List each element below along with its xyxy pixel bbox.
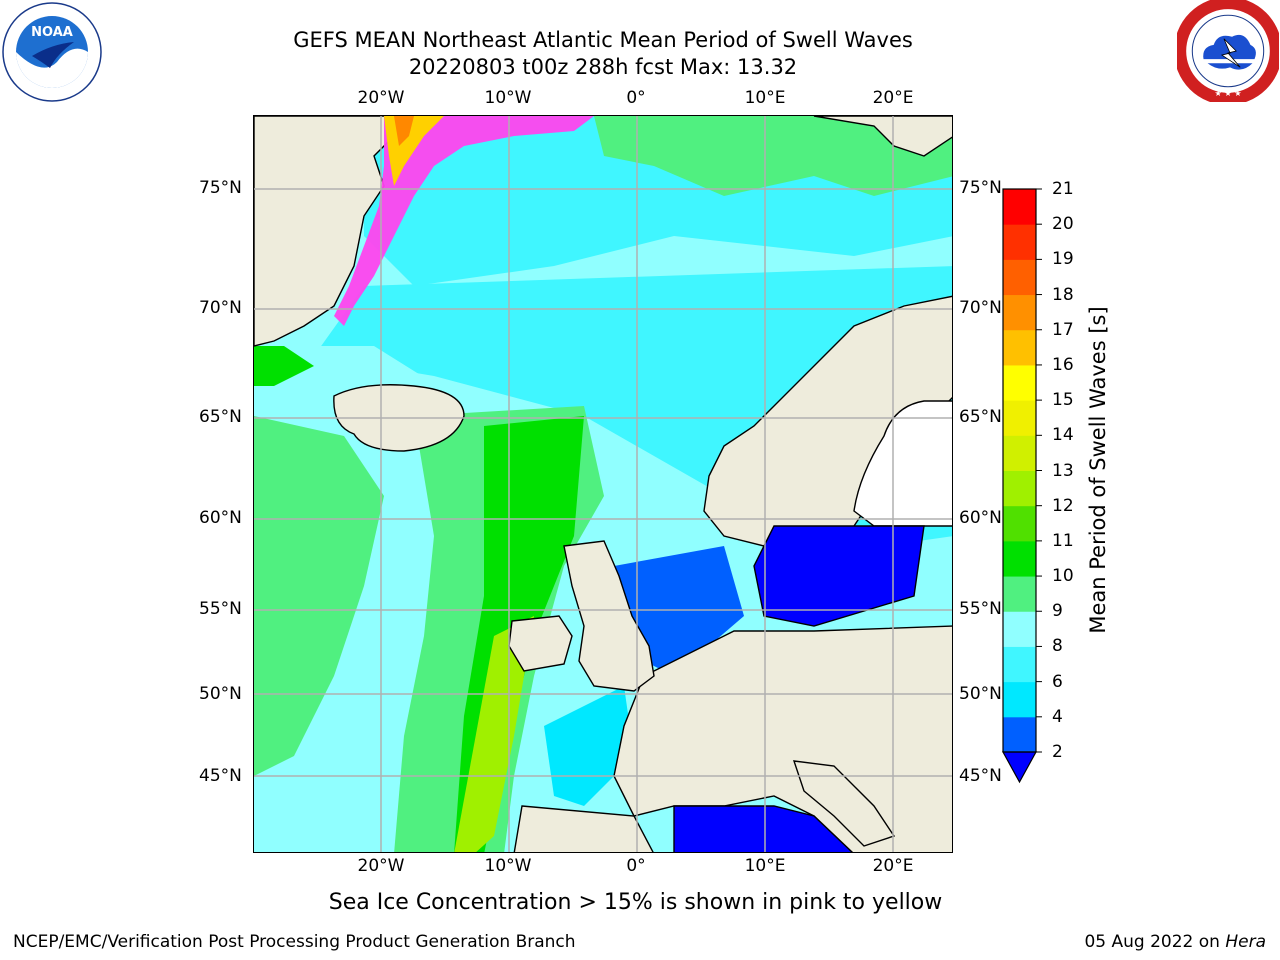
lon-tick-top-20e: 20°E [872,88,914,108]
sea-ice-note: Sea Ice Concentration > 15% is shown in … [328,890,943,915]
swell-field-green-north [594,116,952,196]
noaa-logo: NOAA [2,2,102,102]
lat-tick-right-50n: 50°N [959,684,1002,704]
colorbar-segment [1003,576,1036,612]
colorbar-segment [1003,364,1036,401]
colorbar-label: 12 [1052,495,1074,516]
lon-tick-bottom-20w: 20°W [357,856,405,876]
colorbar-segment [1003,224,1036,260]
lon-tick-bottom-10w: 10°W [484,856,532,876]
lat-tick-right-75n: 75°N [959,178,1002,198]
svg-text:★ ★ ★: ★ ★ ★ [1214,88,1241,98]
lon-tick-bottom-10e: 10°E [744,856,786,876]
lon-tick-top-10e: 10°E [744,88,786,108]
lat-tick-left-65n: 65°N [199,407,242,427]
lat-tick-right-70n: 70°N [959,298,1002,318]
colorbar-label: 10 [1052,566,1074,587]
colorbar-segment [1003,294,1036,331]
lat-tick-right-65n: 65°N [959,407,1002,427]
colorbar-label: 15 [1052,390,1074,411]
nws-logo: ★ ★ ★ [1177,0,1279,102]
footer-date-host: 05 Aug 2022 on Hera [1084,932,1266,952]
lat-tick-right-45n: 45°N [959,766,1002,786]
colorbar-label: 19 [1052,249,1074,270]
lat-tick-left-55n: 55°N [199,599,242,619]
colorbar-label: 20 [1052,214,1074,235]
noaa-logo-text: NOAA [31,25,73,40]
colorbar-label: 16 [1052,354,1074,375]
colorbar-title: Mean Period of Swell Waves [s] [1086,306,1110,634]
footer-date: 05 Aug 2022 on [1084,932,1220,952]
chart-title: GEFS MEAN Northeast Atlantic Mean Period… [293,28,913,52]
colorbar-label: 2 [1052,742,1063,762]
colorbar-label: 17 [1052,319,1074,340]
colorbar-segment [1003,505,1036,542]
lon-tick-bottom-0: 0° [626,856,646,876]
colorbar [1001,188,1042,784]
lat-tick-left-60n: 60°N [199,508,242,528]
colorbar-label: 9 [1052,601,1063,622]
lat-tick-left-70n: 70°N [199,298,242,318]
footer-branch: NCEP/EMC/Verification Post Processing Pr… [13,932,576,952]
lat-tick-left-75n: 75°N [199,178,242,198]
colorbar-segment [1003,470,1036,507]
chart-subtitle: 20220803 t00z 288h fcst Max: 13.32 [408,55,798,79]
colorbar-label: 13 [1052,460,1074,481]
swell-field-green-west [254,346,314,386]
colorbar-segment [1003,400,1036,436]
graticule [254,116,952,852]
lon-tick-bottom-20e: 20°E [872,856,914,876]
map-panel [253,115,953,853]
lon-tick-top-10w: 10°W [484,88,532,108]
lat-tick-left-45n: 45°N [199,766,242,786]
lon-tick-top-20w: 20°W [357,88,405,108]
lat-tick-right-55n: 55°N [959,599,1002,619]
swell-field-green-sw [254,416,384,776]
colorbar-label: 18 [1052,284,1074,305]
colorbar-segment [1003,540,1036,577]
footer-host: Hera [1225,932,1266,952]
colorbar-segment [1003,259,1036,296]
colorbar-segment [1003,646,1036,683]
lon-tick-top-0: 0° [626,88,646,108]
colorbar-label: 8 [1052,636,1063,657]
colorbar-label: 4 [1052,706,1063,727]
colorbar-label: 11 [1052,530,1074,551]
lat-tick-left-50n: 50°N [199,684,242,704]
colorbar-label: 14 [1052,425,1074,446]
sea-ice [334,116,594,326]
colorbar-label: 21 [1052,179,1074,199]
colorbar-segment [1003,189,1036,225]
colorbar-under-arrow [1001,751,1038,784]
lat-tick-right-60n: 60°N [959,508,1002,528]
colorbar-segment [1003,435,1036,471]
land [254,116,952,852]
colorbar-segment [1003,681,1036,718]
swell-field-yellowgreen [454,616,534,852]
colorbar-label: 6 [1052,671,1063,692]
colorbar-segment [1003,611,1036,647]
colorbar-segment [1003,716,1036,753]
colorbar-segment [1003,329,1036,366]
